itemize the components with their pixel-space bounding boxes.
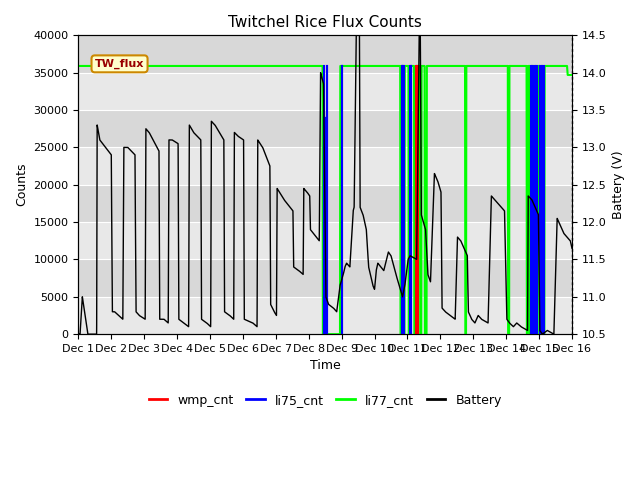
Bar [79, 147, 572, 185]
Text: TW_flux: TW_flux [95, 59, 144, 69]
Bar [79, 222, 572, 260]
Bar [79, 36, 572, 72]
Y-axis label: Counts: Counts [15, 163, 28, 206]
Title: Twitchel Rice Flux Counts: Twitchel Rice Flux Counts [228, 15, 422, 30]
X-axis label: Time: Time [310, 360, 340, 372]
Bar [79, 185, 572, 222]
Bar [79, 110, 572, 147]
Y-axis label: Battery (V): Battery (V) [612, 150, 625, 219]
Legend: wmp_cnt, li75_cnt, li77_cnt, Battery: wmp_cnt, li75_cnt, li77_cnt, Battery [143, 389, 507, 411]
Bar [79, 260, 572, 297]
Bar [79, 297, 572, 334]
Bar [79, 72, 572, 110]
